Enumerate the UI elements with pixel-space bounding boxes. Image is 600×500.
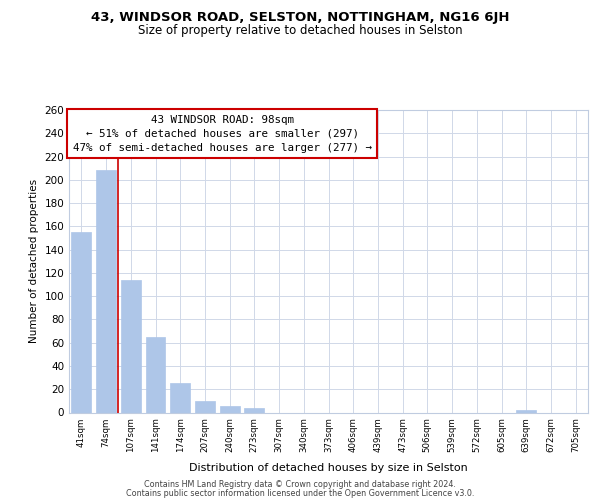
Text: Contains HM Land Registry data © Crown copyright and database right 2024.: Contains HM Land Registry data © Crown c… xyxy=(144,480,456,489)
Bar xyxy=(121,280,140,412)
X-axis label: Distribution of detached houses by size in Selston: Distribution of detached houses by size … xyxy=(189,464,468,473)
Text: Size of property relative to detached houses in Selston: Size of property relative to detached ho… xyxy=(137,24,463,37)
Bar xyxy=(146,337,166,412)
Bar xyxy=(71,232,91,412)
Bar xyxy=(517,410,536,412)
Bar xyxy=(244,408,264,412)
Bar xyxy=(220,406,239,412)
Bar xyxy=(170,384,190,412)
Text: 43 WINDSOR ROAD: 98sqm
← 51% of detached houses are smaller (297)
47% of semi-de: 43 WINDSOR ROAD: 98sqm ← 51% of detached… xyxy=(73,114,371,152)
Text: 43, WINDSOR ROAD, SELSTON, NOTTINGHAM, NG16 6JH: 43, WINDSOR ROAD, SELSTON, NOTTINGHAM, N… xyxy=(91,11,509,24)
Y-axis label: Number of detached properties: Number of detached properties xyxy=(29,179,39,344)
Bar xyxy=(195,401,215,412)
Text: Contains public sector information licensed under the Open Government Licence v3: Contains public sector information licen… xyxy=(126,488,474,498)
Bar xyxy=(96,170,116,412)
